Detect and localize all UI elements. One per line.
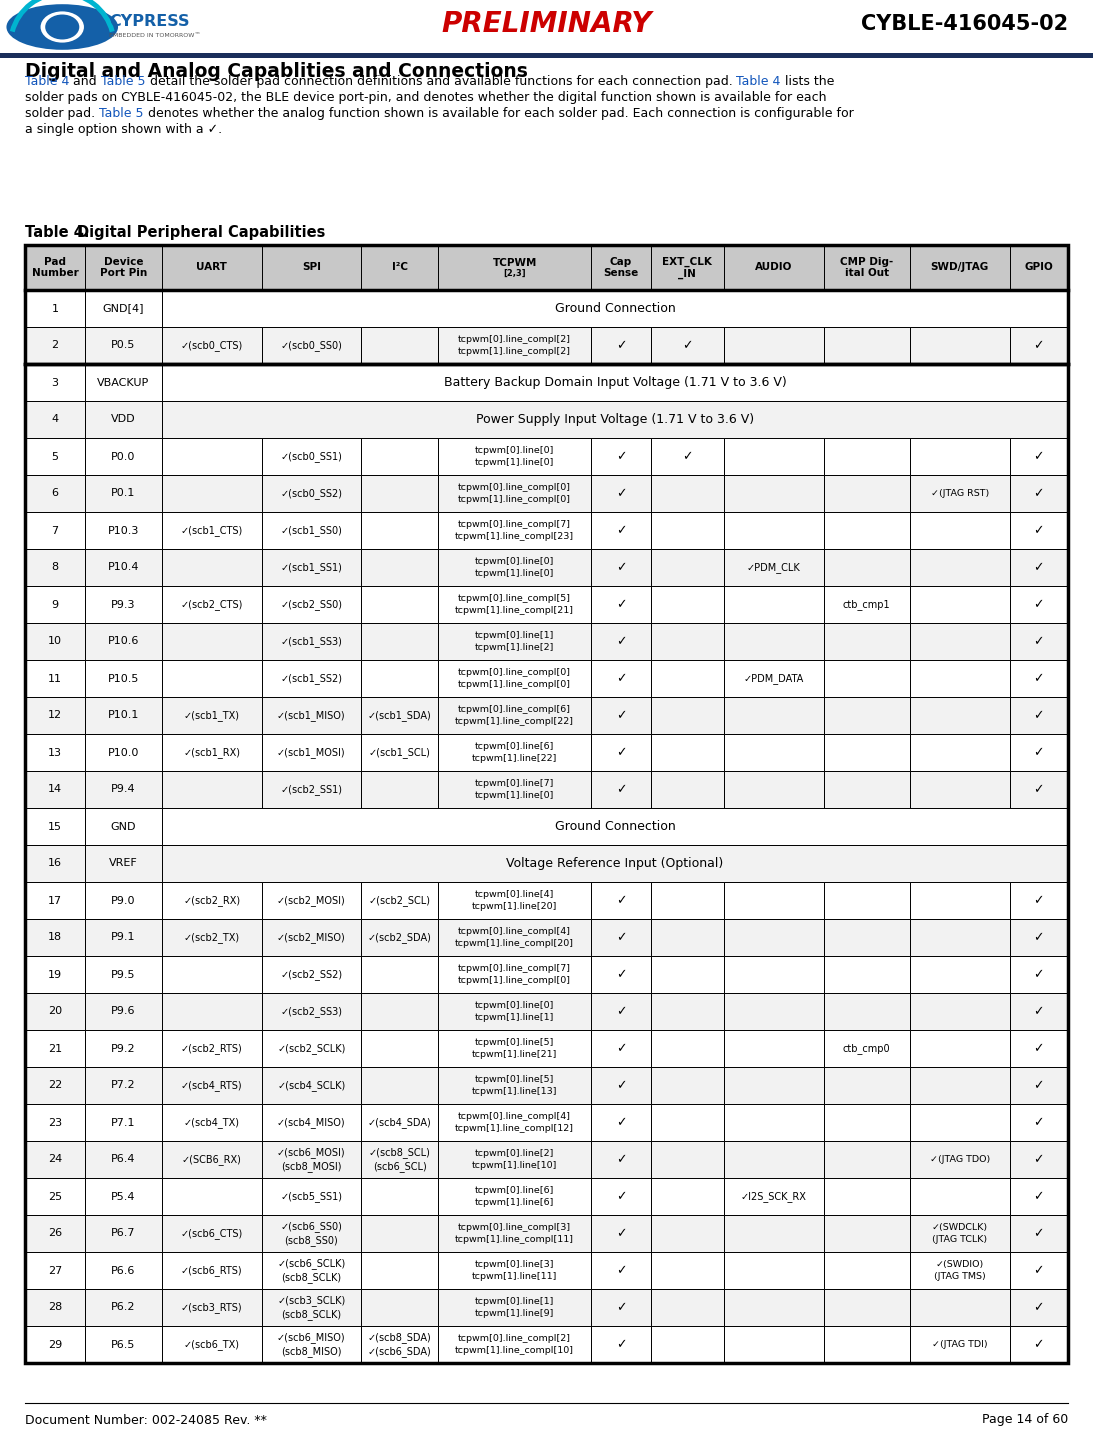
Bar: [823, 1289, 909, 1326]
Text: 17: 17: [48, 895, 62, 905]
Bar: [85, 1289, 162, 1326]
Text: tcpwm[0].line_compl[2]
tcpwm[1].line_compl[2]: tcpwm[0].line_compl[2] tcpwm[1].line_com…: [458, 336, 572, 356]
Text: P7.1: P7.1: [111, 1118, 136, 1128]
Text: P5.4: P5.4: [111, 1192, 136, 1202]
Bar: [162, 808, 1068, 846]
Text: SPI: SPI: [302, 262, 321, 272]
Bar: [591, 1030, 650, 1067]
Text: ✓: ✓: [1034, 1116, 1044, 1129]
Bar: [25, 437, 85, 475]
Text: ✓: ✓: [615, 636, 626, 649]
Bar: [261, 1141, 361, 1179]
Bar: [1010, 623, 1068, 660]
Text: GND[4]: GND[4]: [103, 304, 144, 314]
Text: ✓(scb2_SCLK): ✓(scb2_SCLK): [278, 1043, 345, 1054]
Bar: [909, 475, 1010, 513]
Text: ✓(JTAG TDO): ✓(JTAG TDO): [929, 1156, 990, 1164]
Text: ✓(scb2_SDA): ✓(scb2_SDA): [367, 933, 432, 943]
Bar: [438, 1326, 591, 1363]
Text: 8: 8: [51, 562, 58, 572]
Bar: [85, 327, 162, 363]
Text: P9.5: P9.5: [111, 970, 136, 979]
Bar: [591, 623, 650, 660]
Bar: [361, 734, 438, 770]
Bar: [438, 513, 591, 549]
Bar: [25, 327, 85, 363]
Text: P9.0: P9.0: [111, 895, 136, 905]
Text: Ground Connection: Ground Connection: [554, 303, 675, 316]
Text: ✓: ✓: [1034, 672, 1044, 685]
Bar: [823, 919, 909, 956]
Bar: [724, 696, 823, 734]
Bar: [162, 290, 1068, 327]
Text: Digital Peripheral Capabilities: Digital Peripheral Capabilities: [77, 224, 326, 240]
Text: solder pads on CYBLE-416045-02, the BLE device port-pin, and denotes whether the: solder pads on CYBLE-416045-02, the BLE …: [25, 91, 826, 104]
Text: 6: 6: [51, 488, 58, 498]
Bar: [724, 245, 823, 290]
Text: P10.1: P10.1: [107, 711, 139, 721]
Bar: [909, 1067, 1010, 1103]
Bar: [361, 1253, 438, 1289]
Text: 26: 26: [48, 1228, 62, 1238]
Text: ✓(scb6_CTS): ✓(scb6_CTS): [180, 1228, 243, 1239]
Text: ✓: ✓: [615, 746, 626, 759]
Bar: [438, 586, 591, 623]
Bar: [25, 1103, 85, 1141]
Bar: [162, 919, 261, 956]
Bar: [724, 882, 823, 919]
Bar: [650, 586, 724, 623]
Bar: [261, 1103, 361, 1141]
Text: Voltage Reference Input (Optional): Voltage Reference Input (Optional): [506, 857, 724, 870]
Bar: [261, 1253, 361, 1289]
Bar: [162, 770, 261, 808]
Bar: [650, 770, 724, 808]
Text: ✓(scb1_SS0): ✓(scb1_SS0): [281, 526, 342, 536]
Bar: [724, 1103, 823, 1141]
Text: ✓(scb4_TX): ✓(scb4_TX): [184, 1116, 239, 1128]
Text: 14: 14: [48, 785, 62, 795]
Bar: [650, 1253, 724, 1289]
Text: ✓: ✓: [1034, 931, 1044, 944]
Text: ✓: ✓: [1034, 636, 1044, 649]
Text: ✓: ✓: [682, 339, 693, 352]
Bar: [261, 549, 361, 586]
Bar: [909, 660, 1010, 696]
Text: Cap
Sense: Cap Sense: [603, 256, 638, 278]
Bar: [261, 437, 361, 475]
Bar: [823, 549, 909, 586]
Text: tcpwm[0].line_compl[5]
tcpwm[1].line_compl[21]: tcpwm[0].line_compl[5] tcpwm[1].line_com…: [455, 595, 574, 614]
Text: ✓: ✓: [1034, 1079, 1044, 1092]
Text: ✓: ✓: [615, 931, 626, 944]
Bar: [85, 808, 162, 846]
Bar: [25, 623, 85, 660]
Text: ✓: ✓: [1034, 1300, 1044, 1313]
Bar: [361, 327, 438, 363]
Bar: [650, 513, 724, 549]
Bar: [261, 513, 361, 549]
Bar: [361, 586, 438, 623]
Bar: [25, 549, 85, 586]
Text: P10.6: P10.6: [107, 637, 139, 646]
Bar: [909, 770, 1010, 808]
Bar: [361, 437, 438, 475]
Bar: [909, 1326, 1010, 1363]
Text: 3: 3: [51, 378, 58, 388]
Text: Table 4: Table 4: [25, 75, 69, 88]
Text: 9: 9: [51, 599, 58, 610]
Text: CMP Dig-
ital Out: CMP Dig- ital Out: [841, 256, 893, 278]
Bar: [650, 623, 724, 660]
Bar: [1010, 327, 1068, 363]
Bar: [909, 549, 1010, 586]
Text: ✓(scb2_SS1): ✓(scb2_SS1): [280, 783, 342, 795]
Bar: [1010, 734, 1068, 770]
Bar: [25, 1179, 85, 1215]
Bar: [438, 549, 591, 586]
Text: ✓: ✓: [615, 1226, 626, 1239]
Bar: [162, 1215, 261, 1253]
Bar: [438, 919, 591, 956]
Bar: [162, 475, 261, 513]
Bar: [909, 513, 1010, 549]
Bar: [1010, 513, 1068, 549]
Bar: [724, 660, 823, 696]
Text: 13: 13: [48, 747, 62, 757]
